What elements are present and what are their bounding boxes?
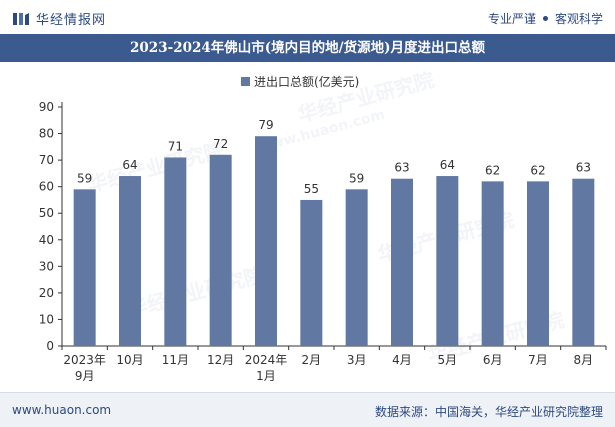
x-tick-label: 2月 bbox=[302, 353, 322, 367]
x-tick-label: 5月 bbox=[438, 353, 458, 367]
brand-logo[interactable]: 华经情报网 bbox=[12, 9, 106, 28]
x-tick-label: 8月 bbox=[574, 353, 594, 367]
y-tick-label: 60 bbox=[39, 180, 54, 194]
footer-source: 数据来源：中国海关，华经产业研究院整理 bbox=[374, 405, 603, 419]
x-tick-label: 1月 bbox=[256, 369, 276, 383]
watermark-text: 华经产业研究院 bbox=[125, 262, 266, 321]
x-tick-label: 12月 bbox=[207, 353, 234, 367]
bar bbox=[255, 136, 277, 346]
bar bbox=[164, 157, 187, 346]
data-label: 59 bbox=[77, 171, 92, 185]
watermark-text: 华经产业研究院 bbox=[85, 137, 226, 196]
chart-title: 2023-2024年佛山市(境内目的地/货源地)月度进出口总额 bbox=[130, 40, 485, 56]
y-tick-label: 40 bbox=[39, 233, 54, 247]
legend-swatch bbox=[241, 77, 250, 86]
y-tick-label: 50 bbox=[39, 206, 54, 220]
data-label: 55 bbox=[304, 182, 319, 196]
footer-website[interactable]: www.huaon.com bbox=[12, 403, 112, 417]
bar bbox=[300, 199, 323, 346]
data-label: 62 bbox=[485, 163, 500, 177]
x-tick-label: 11月 bbox=[162, 353, 189, 367]
x-tick-label: 3月 bbox=[347, 353, 367, 367]
slogan-right: 客观科学 bbox=[554, 12, 603, 26]
footer: www.huaon.com 数据来源：中国海关，华经产业研究院整理 bbox=[0, 392, 615, 427]
x-tick-label: 2024年 bbox=[245, 353, 288, 367]
bar bbox=[527, 181, 549, 346]
bar bbox=[209, 154, 232, 346]
slogan: 专业严谨 客观科学 bbox=[488, 10, 603, 27]
y-tick-label: 30 bbox=[39, 259, 54, 273]
brand-name: 华经情报网 bbox=[36, 13, 107, 28]
bar bbox=[436, 176, 459, 346]
data-label: 63 bbox=[576, 161, 591, 175]
bar-chart: 华经产业研究院华经产业研究院www.huaon.com华经产业研究院华经产业研究… bbox=[39, 67, 607, 383]
x-tick-label: 6月 bbox=[483, 353, 503, 367]
title-bar: 2023-2024年佛山市(境内目的地/货源地)月度进出口总额 bbox=[0, 34, 615, 62]
top-bar: 华经情报网 专业严谨 客观科学 bbox=[0, 0, 615, 34]
y-tick-label: 80 bbox=[39, 127, 54, 141]
data-label: 79 bbox=[258, 118, 273, 132]
data-label: 63 bbox=[394, 161, 409, 175]
x-tick-label: 2023年 bbox=[63, 353, 106, 367]
legend-label: 进出口总额(亿美元) bbox=[254, 74, 359, 89]
x-tick-label: 10月 bbox=[116, 353, 143, 367]
y-tick-label: 20 bbox=[39, 286, 54, 300]
y-tick-label: 70 bbox=[39, 153, 54, 167]
bar bbox=[73, 189, 96, 346]
y-tick-label: 0 bbox=[46, 339, 54, 353]
data-label: 64 bbox=[122, 158, 137, 172]
x-tick-label: 4月 bbox=[392, 353, 412, 367]
x-tick-label: 9月 bbox=[75, 369, 95, 383]
x-tick-label: 7月 bbox=[528, 353, 548, 367]
chart-area: 华经产业研究院华经产业研究院www.huaon.com华经产业研究院华经产业研究… bbox=[0, 62, 615, 392]
data-label: 64 bbox=[440, 158, 455, 172]
data-label: 59 bbox=[349, 171, 364, 185]
bar bbox=[345, 189, 368, 346]
bar bbox=[481, 181, 504, 346]
logo-icon bbox=[13, 12, 29, 25]
slogan-dot-icon bbox=[542, 16, 548, 21]
bar bbox=[572, 178, 595, 346]
data-label: 72 bbox=[213, 137, 228, 151]
bar bbox=[391, 178, 413, 346]
y-tick-label: 10 bbox=[39, 312, 54, 326]
slogan-left: 专业严谨 bbox=[487, 12, 536, 26]
bar bbox=[119, 176, 141, 346]
y-tick-label: 90 bbox=[39, 100, 54, 114]
data-label: 62 bbox=[530, 163, 545, 177]
data-label: 71 bbox=[168, 139, 183, 153]
